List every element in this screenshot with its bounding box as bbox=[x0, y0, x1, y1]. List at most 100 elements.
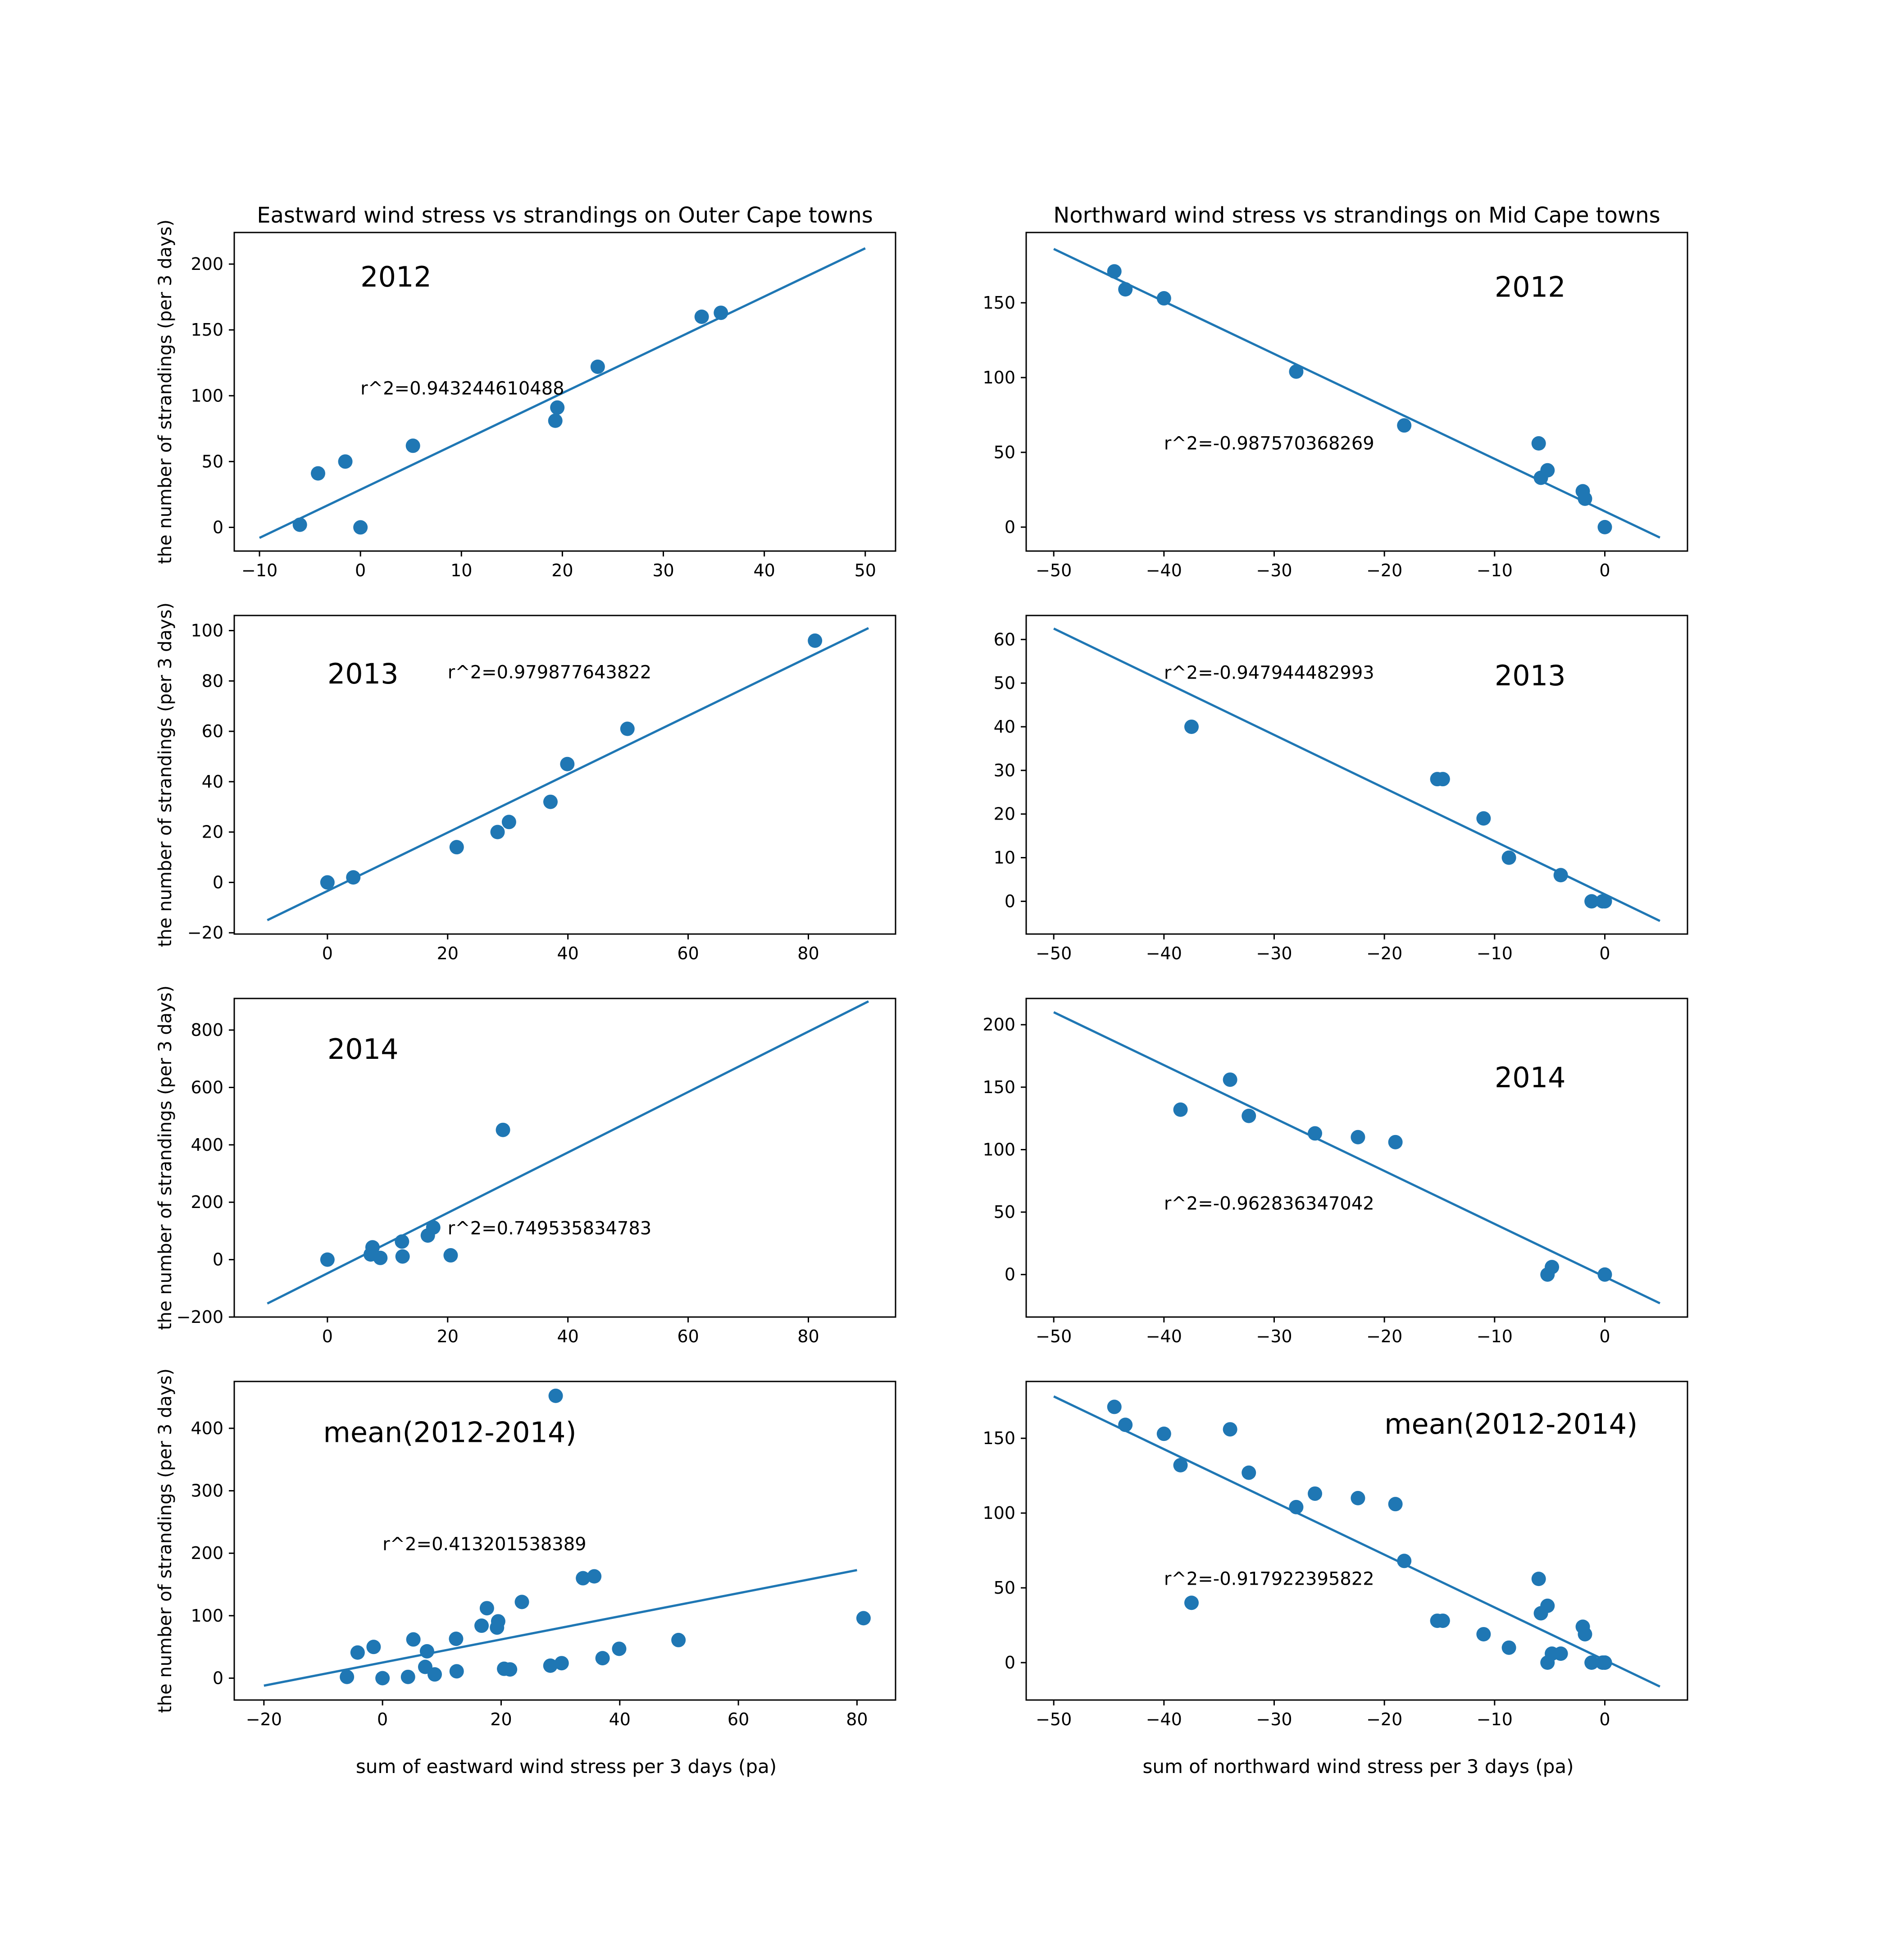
data-point bbox=[543, 794, 558, 809]
data-point bbox=[1397, 1554, 1412, 1568]
regression-line bbox=[1053, 1395, 1660, 1688]
plot-frame bbox=[1025, 615, 1688, 935]
data-point bbox=[595, 1651, 610, 1666]
y-tick-label: 60 bbox=[202, 721, 223, 741]
data-point bbox=[1107, 1399, 1122, 1414]
x-tick-label: −40 bbox=[1146, 1709, 1182, 1729]
data-point bbox=[1173, 1102, 1188, 1117]
data-point bbox=[1578, 491, 1592, 506]
data-point bbox=[548, 1388, 563, 1403]
data-point bbox=[587, 1569, 602, 1584]
y-tick-label: 40 bbox=[202, 772, 223, 792]
regression-line bbox=[1053, 248, 1660, 539]
y-axis-label: the number of strandings (per 3 days) bbox=[155, 1368, 176, 1713]
y-tick-label: 40 bbox=[994, 717, 1015, 737]
data-point bbox=[1351, 1491, 1365, 1505]
data-point bbox=[1545, 1260, 1560, 1275]
y-tick-label: 0 bbox=[213, 1668, 223, 1688]
year-annotation: 2012 bbox=[360, 260, 432, 293]
chart-panel-6: −50 −40 −30 −20 −10 0 0 50 100 150 200 2014 r^2=-0.9… bbox=[982, 998, 1688, 1346]
y-tick-label: 100 bbox=[982, 1503, 1015, 1523]
data-point bbox=[1553, 868, 1568, 883]
data-point bbox=[1540, 1598, 1555, 1613]
y-tick-label: 100 bbox=[191, 1606, 223, 1626]
data-point bbox=[340, 1669, 355, 1684]
y-tick-label: 400 bbox=[191, 1135, 223, 1155]
x-tick-label: 40 bbox=[753, 561, 775, 580]
y-tick-label: 50 bbox=[994, 442, 1015, 462]
data-point bbox=[1107, 264, 1122, 279]
data-point bbox=[1118, 282, 1133, 297]
r-squared-annotation: r^2=-0.947944482993 bbox=[1164, 662, 1374, 683]
regression-line bbox=[264, 1569, 857, 1687]
x-tick-label: 40 bbox=[557, 944, 578, 963]
y-tick-label: 150 bbox=[982, 1428, 1015, 1448]
x-tick-label: 80 bbox=[797, 944, 819, 963]
data-point bbox=[1118, 1418, 1133, 1432]
x-tick-label: 40 bbox=[557, 1326, 578, 1346]
data-point bbox=[400, 1669, 415, 1684]
data-point bbox=[671, 1632, 686, 1647]
x-tick-label: −20 bbox=[1366, 561, 1402, 580]
x-tick-label: −50 bbox=[1036, 944, 1072, 963]
data-point bbox=[1553, 1646, 1568, 1661]
y-tick-label: 200 bbox=[191, 1192, 223, 1212]
x-tick-label: −10 bbox=[241, 561, 277, 580]
y-tick-label: 20 bbox=[202, 822, 223, 842]
chart-panel-2: −50 −40 −30 −20 −10 0 0 50 100 150 Northward wind … bbox=[982, 203, 1688, 580]
data-point bbox=[620, 721, 635, 736]
year-annotation: 2014 bbox=[1495, 1061, 1566, 1094]
y-tick-label: 100 bbox=[982, 1140, 1015, 1159]
data-point bbox=[1156, 291, 1171, 306]
plot-frame bbox=[233, 615, 896, 935]
data-point bbox=[449, 1632, 464, 1646]
plot-frame bbox=[233, 232, 896, 552]
data-point bbox=[1501, 850, 1516, 865]
x-axis-label-left: sum of eastward wind stress per 3 days (… bbox=[356, 1755, 777, 1778]
data-point bbox=[479, 1601, 494, 1616]
y-tick-label: 50 bbox=[994, 1578, 1015, 1598]
data-point bbox=[311, 466, 326, 481]
data-point bbox=[353, 520, 368, 535]
y-axis-label: the number of strandings (per 3 days) bbox=[155, 985, 176, 1330]
x-tick-label: −40 bbox=[1146, 561, 1182, 580]
x-tick-label: 10 bbox=[450, 561, 472, 580]
x-tick-label: −20 bbox=[246, 1709, 282, 1729]
data-point bbox=[548, 413, 563, 428]
data-point bbox=[550, 400, 565, 415]
data-point bbox=[1223, 1422, 1237, 1437]
y-tick-label: 300 bbox=[191, 1481, 223, 1501]
x-tick-label: −20 bbox=[1366, 1326, 1402, 1346]
data-point bbox=[1435, 1614, 1450, 1628]
x-tick-label: 20 bbox=[437, 1326, 459, 1346]
data-point bbox=[1289, 364, 1304, 379]
x-tick-label: −50 bbox=[1036, 1326, 1072, 1346]
year-annotation: 2013 bbox=[327, 657, 399, 690]
x-tick-label: 60 bbox=[728, 1709, 749, 1729]
data-point bbox=[1597, 1267, 1612, 1282]
data-point bbox=[1388, 1135, 1403, 1149]
data-point bbox=[503, 1662, 518, 1677]
data-point bbox=[1476, 1627, 1491, 1641]
x-tick-label: −20 bbox=[1366, 944, 1402, 963]
x-tick-label: 0 bbox=[1599, 1326, 1610, 1346]
y-tick-label: 0 bbox=[1005, 517, 1015, 537]
x-tick-label: 20 bbox=[490, 1709, 512, 1729]
data-point bbox=[1531, 1572, 1546, 1586]
x-tick-label: 60 bbox=[677, 944, 699, 963]
y-tick-label: 0 bbox=[1005, 1265, 1015, 1285]
data-point bbox=[292, 517, 307, 532]
y-axis-label: the number of strandings (per 3 days) bbox=[155, 219, 176, 564]
x-tick-label: −10 bbox=[1477, 561, 1513, 580]
year-annotation: 2014 bbox=[327, 1033, 399, 1066]
data-point bbox=[1476, 811, 1491, 826]
data-point bbox=[1597, 894, 1612, 909]
y-tick-label: 150 bbox=[982, 293, 1015, 313]
x-tick-label: −10 bbox=[1477, 944, 1513, 963]
data-point bbox=[1289, 1500, 1304, 1514]
data-point bbox=[1597, 520, 1612, 534]
x-tick-label: 0 bbox=[355, 561, 366, 580]
data-point bbox=[406, 1632, 421, 1647]
chart-panel-3: 0 20 40 60 80 −20 0 20 40 60 80 100 the number of st… bbox=[155, 602, 896, 963]
x-tick-label: −40 bbox=[1146, 1326, 1182, 1346]
